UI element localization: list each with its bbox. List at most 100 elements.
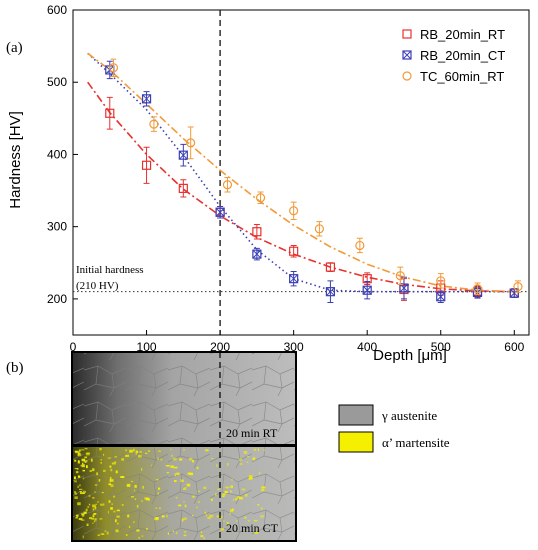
martensite-speck [79, 491, 82, 492]
martensite-speck [93, 520, 96, 523]
phase-legend: γ austenite α’ martensite [338, 404, 450, 453]
martensite-speck [200, 535, 204, 538]
austenite-swatch [338, 404, 374, 426]
martensite-speck [78, 518, 83, 520]
martensite-speck [76, 514, 79, 517]
martensite-speck [151, 464, 153, 467]
martensite-speck [136, 529, 140, 532]
martensite-speck [236, 496, 241, 498]
martensite-speck [103, 469, 106, 472]
martensite-speck [103, 503, 105, 506]
martensite-speck [81, 458, 86, 462]
martensite-speck [106, 531, 109, 535]
error-bar [110, 58, 117, 77]
martensite-speck [110, 468, 113, 472]
martensite-speck [82, 469, 85, 472]
martensite-speck [248, 477, 252, 480]
martensite-speck [216, 515, 220, 518]
data-point-cross [399, 283, 409, 293]
data-point [289, 206, 299, 216]
martensite-speck [222, 493, 226, 496]
martensite-speck [145, 497, 150, 501]
martensite-speck [166, 472, 169, 474]
data-points [105, 58, 523, 303]
data-point-cross [142, 94, 151, 104]
martensite-speck [134, 498, 137, 500]
data-point [215, 207, 225, 217]
micrograph-top-label: 20 min RT [226, 426, 278, 440]
martensite-speck [94, 518, 97, 521]
data-point [222, 180, 233, 190]
martensite-speck [115, 529, 119, 533]
data-point [255, 193, 266, 203]
martensite-speck [98, 479, 101, 482]
data-point [108, 63, 119, 73]
martensite-speck [82, 515, 85, 517]
legend-label: RB_20min_RT [420, 27, 505, 42]
martensite-speck [226, 486, 228, 489]
data-point [252, 227, 262, 237]
data-point [399, 283, 409, 293]
martensite-speck [231, 479, 233, 481]
martensite-speck [134, 484, 137, 488]
data-point [105, 108, 115, 118]
martensite-speck [175, 496, 178, 499]
martensite-speck [111, 462, 116, 465]
martensite-speck [100, 459, 102, 461]
martensite-speck [74, 496, 78, 499]
martensite-speck [244, 516, 247, 519]
error-bar [224, 177, 231, 193]
martensite-speck [77, 502, 81, 506]
data-point [472, 284, 483, 294]
martensite-speck [110, 507, 113, 510]
martensite-speck [192, 495, 195, 498]
martensite-speck [86, 523, 89, 526]
martensite-speck [226, 522, 229, 525]
data-point [141, 94, 152, 104]
martensite-speck [91, 518, 95, 520]
hardness-chart: 0 100 200 300 400 500 600 200 300 400 500 600 Dept… [7, 3, 530, 364]
martensite-speck [246, 461, 249, 463]
martensite-speck [94, 491, 96, 493]
error-bar [180, 179, 187, 198]
martensite-speck [79, 449, 81, 452]
panel-label-b: (b) [6, 360, 24, 376]
initial-hardness-value-label: (210 HV) [76, 280, 119, 292]
data-point [395, 271, 405, 281]
martensite-speck [172, 457, 177, 461]
martensite-speck [240, 463, 243, 466]
martensite-speck [74, 459, 77, 462]
martensite-speck [178, 504, 182, 507]
micrograph-20min-ct: 20 min CT [71, 445, 297, 542]
panel-label-a: (a) [6, 40, 23, 56]
martensite-speck [128, 525, 131, 528]
martensite-speck [92, 522, 94, 524]
martensite-speck [77, 453, 82, 457]
martensite-speck [216, 464, 218, 467]
martensite-speck [99, 518, 103, 520]
martensite-speck [117, 522, 119, 525]
legend: RB_20min_RT RB_20min_CT TC_60min_RT [402, 27, 505, 84]
martensite-speck [102, 453, 105, 456]
martensite-speck [80, 449, 85, 451]
martensite-speck [115, 519, 117, 523]
martensite-speck [74, 480, 77, 483]
martensite-speck [110, 484, 114, 487]
data-point [436, 292, 446, 302]
martensite-speck [78, 460, 80, 463]
martensite-speck [145, 452, 148, 454]
martensite-speck [125, 449, 127, 452]
martensite-speck [173, 466, 178, 469]
martensite-speck [203, 486, 207, 490]
martensite-speck [126, 483, 131, 487]
martensite-speck [224, 486, 227, 488]
martensite-speck [109, 465, 112, 468]
data-point-cross [362, 285, 372, 295]
martensite-speck [125, 534, 128, 536]
martensite-speck [183, 449, 185, 451]
martensite-speck [107, 457, 111, 459]
martensite-speck [229, 509, 234, 512]
martensite-label: α’ martensite [382, 435, 450, 450]
martensite-speck [83, 490, 86, 493]
fit-curves [87, 52, 515, 293]
